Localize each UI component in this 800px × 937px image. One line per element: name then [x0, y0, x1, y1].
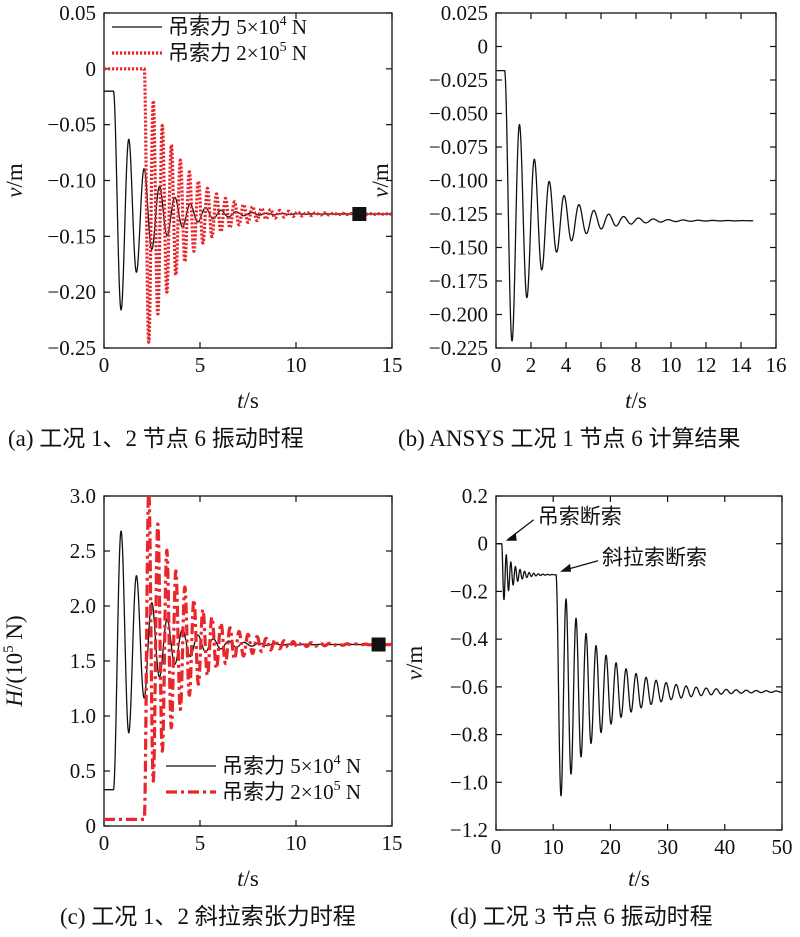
- y-tick-label: 0.05: [59, 1, 96, 25]
- y-tick-label: −0.6: [450, 675, 488, 699]
- panel-caption: (b) ANSYS 工况 1 节点 6 计算结果: [398, 426, 740, 451]
- y-tick-label: −0.050: [429, 102, 488, 126]
- y-axis-label: H/(105 N): [1, 615, 27, 707]
- plot-frame: [495, 495, 783, 831]
- x-tick-label: 15: [382, 831, 403, 855]
- y-tick-label: −1.0: [450, 770, 488, 794]
- y-tick-label: −0.05: [47, 113, 96, 137]
- y-tick-label: 3.0: [70, 484, 96, 508]
- y-tick-label: −1.2: [450, 818, 488, 842]
- x-tick-label: 5: [195, 353, 206, 377]
- y-tick-label: −0.025: [429, 68, 488, 92]
- y-tick-label: −0.4: [450, 627, 489, 651]
- x-tick-label: 0: [491, 353, 502, 377]
- x-tick-label: 12: [696, 353, 717, 377]
- x-tick-label: 14: [731, 353, 753, 377]
- legend-label: 吊索力 5×104 N: [222, 753, 361, 778]
- x-tick-label: 2: [526, 353, 537, 377]
- x-axis-label: t/s: [237, 866, 259, 891]
- y-tick-label: 0.5: [70, 759, 96, 783]
- legend-label: 吊索力 2×105 N: [168, 40, 307, 65]
- legend-label: 吊索力 2×105 N: [222, 779, 361, 804]
- series-line: [496, 69, 754, 342]
- annotation-arrowhead: [505, 532, 517, 541]
- chart-d: 0 10 20 30 40 50 0.2 0 −0.2 −0.4 −0.6 −0.8 −1.0 −1.2 吊…: [402, 484, 793, 929]
- y-tick-label: 0.025: [441, 1, 488, 25]
- y-tick-label: −0.8: [450, 723, 488, 747]
- x-tick-label: 10: [286, 353, 307, 377]
- x-tick-label: 6: [596, 353, 607, 377]
- x-tick-label: 10: [286, 831, 307, 855]
- x-tick-label: 0: [491, 835, 502, 859]
- x-tick-label: 50: [772, 835, 793, 859]
- y-tick-label: −0.25: [47, 336, 96, 360]
- legend-label: 吊索力 5×104 N: [168, 14, 307, 39]
- y-tick-label: 0: [86, 814, 97, 838]
- y-tick-label: −0.175: [429, 269, 488, 293]
- annotation-label: 斜拉索断索: [602, 546, 707, 570]
- y-tick-label: −0.100: [429, 169, 488, 193]
- y-axis-label: v/m: [402, 646, 427, 681]
- y-tick-label: −0.200: [429, 303, 488, 327]
- x-axis-label: t/s: [625, 388, 647, 413]
- panel-caption: (a) 工况 1、2 节点 6 振动时程: [8, 426, 304, 451]
- y-tick-label: −0.125: [429, 202, 488, 226]
- chart-c: 0 5 10 15 0 0.5 1.0 1.5 2.0 2.5 3.0 吊索力 5×104 N吊索力 …: [1, 484, 403, 929]
- y-tick-label: −0.075: [429, 135, 488, 159]
- square-marker: [371, 637, 386, 652]
- annotation-arrowhead: [560, 563, 572, 572]
- panel-caption: (d) 工况 3 节点 6 振动时程: [450, 904, 713, 929]
- x-tick-label: 15: [382, 353, 403, 377]
- x-tick-label: 40: [714, 835, 735, 859]
- y-tick-label: −0.2: [450, 579, 488, 603]
- y-tick-label: −0.15: [47, 224, 96, 248]
- annotation-label: 吊索断索: [538, 505, 622, 529]
- y-tick-label: −0.20: [47, 280, 96, 304]
- x-tick-label: 5: [195, 831, 206, 855]
- x-tick-label: 10: [543, 835, 564, 859]
- series-line: [104, 496, 392, 822]
- x-tick-label: 30: [657, 835, 678, 859]
- chart-a: 0 5 10 15 0.05 0 −0.05 −0.10 −0.15 −0.20 −0.25 吊索力 …: [2, 1, 403, 451]
- y-tick-label: 1.5: [70, 649, 96, 673]
- y-tick-label: 0.2: [462, 484, 488, 508]
- y-tick-label: −0.10: [47, 169, 96, 193]
- y-tick-label: 2.0: [70, 594, 96, 618]
- chart-b: 0 2 4 6 8 10 12 14 160.0250−0.025−0.050−0.075−0.…: [368, 1, 787, 451]
- series-line: [104, 67, 392, 344]
- y-axis-label: v/m: [368, 163, 393, 198]
- x-tick-label: 8: [631, 353, 642, 377]
- square-marker: [352, 207, 367, 221]
- y-tick-label: 2.5: [70, 539, 96, 563]
- y-tick-label: 0: [478, 532, 489, 556]
- x-tick-label: 16: [766, 353, 787, 377]
- y-tick-label: 0: [478, 35, 489, 59]
- y-tick-label: −0.225: [429, 336, 488, 360]
- x-tick-label: 0: [99, 831, 110, 855]
- plot-frame: [495, 12, 777, 349]
- series-line: [496, 543, 554, 601]
- series-line: [553, 574, 782, 797]
- x-tick-label: 10: [661, 353, 682, 377]
- x-axis-label: t/s: [237, 388, 259, 413]
- x-tick-label: 20: [600, 835, 621, 859]
- y-tick-label: −0.150: [429, 236, 488, 260]
- x-tick-label: 4: [561, 353, 572, 377]
- x-axis-label: t/s: [628, 866, 650, 891]
- y-axis-label: v/m: [2, 163, 27, 198]
- panel-caption: (c) 工况 1、2 斜拉索张力时程: [60, 904, 356, 929]
- y-tick-label: 0: [86, 57, 97, 81]
- y-tick-label: 1.0: [70, 704, 96, 728]
- x-tick-label: 0: [99, 353, 110, 377]
